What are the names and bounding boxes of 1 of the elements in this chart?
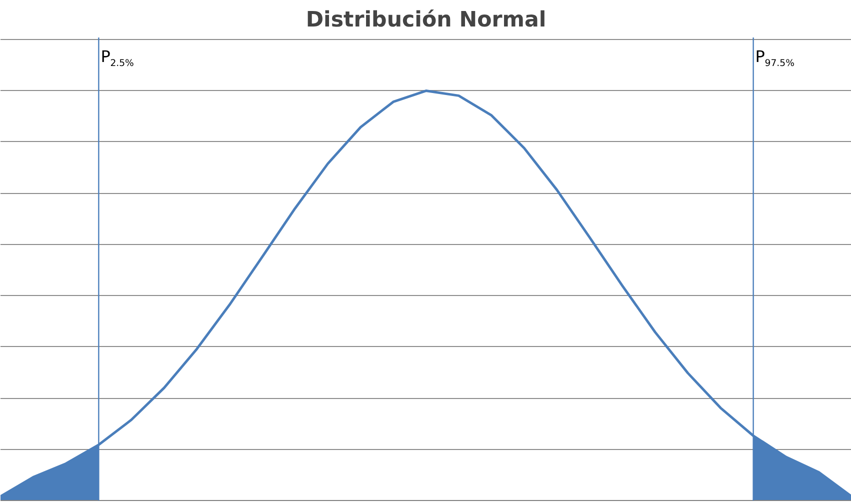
chart-title: Distribución Normal xyxy=(306,8,546,32)
